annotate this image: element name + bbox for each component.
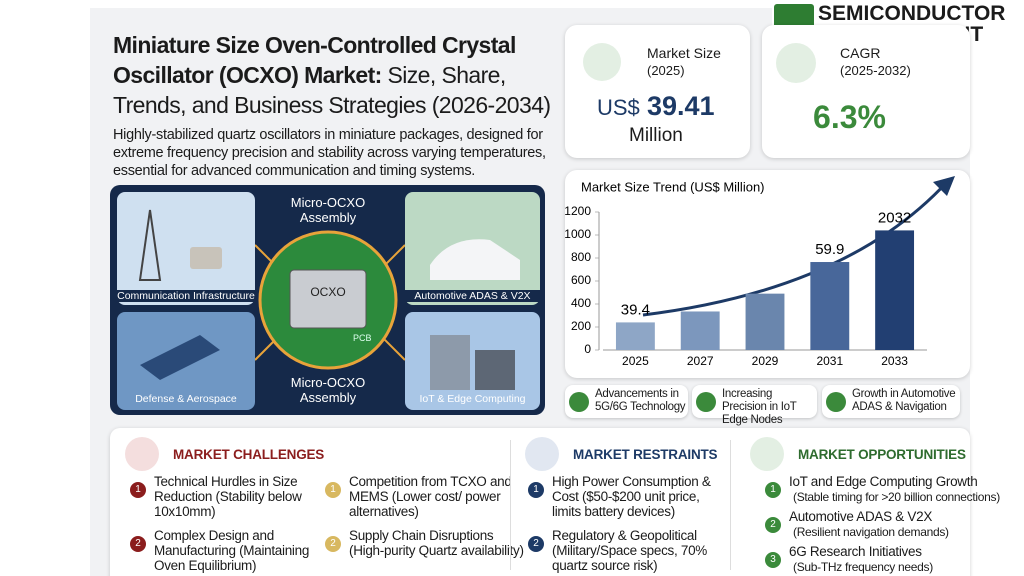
annotation: 39.4 xyxy=(621,301,650,318)
y-tick-label: 0 xyxy=(584,342,591,356)
check-icon xyxy=(569,392,589,412)
icon xyxy=(583,43,621,81)
tile-label: IoT & Edge Computing xyxy=(419,393,526,405)
x-tick-label: 2033 xyxy=(881,354,908,368)
y-tick-label: 200 xyxy=(571,319,591,333)
subtitle: Size, Share, Trends, and Business Strate… xyxy=(113,62,551,118)
item-text: Competition from TCXO and MEMS (Lower co… xyxy=(349,474,512,519)
item-text: Supply Chain Disruptions (High-purity Qu… xyxy=(349,528,524,558)
section-title: MARKET OPPORTUNITIES xyxy=(798,447,966,462)
item-text: Complex Design and Manufacturing (Mainta… xyxy=(154,528,310,573)
item-number: 1 xyxy=(765,482,781,498)
annotation: 2032 xyxy=(878,209,911,226)
arrow-head xyxy=(933,176,955,196)
x-tick-label: 2029 xyxy=(752,354,779,368)
unit: Million xyxy=(629,125,683,146)
chart-card: Market Size Trend (US$ Million) 0 200 400 6… xyxy=(564,170,970,378)
x-tick-label: 2025 xyxy=(622,354,649,368)
tile-label: Defense & Aerospace xyxy=(135,393,237,405)
item-number: 3 xyxy=(765,552,781,568)
item-number: 2 xyxy=(528,536,544,552)
illustration-art xyxy=(117,192,540,410)
y-tick-label: 800 xyxy=(571,250,591,264)
chip-label: OCXO xyxy=(310,285,346,299)
x-tick-label: 2027 xyxy=(687,354,714,368)
driver-text: Advancements in 5G/6G Technology xyxy=(595,388,686,413)
cagr-card: CAGR (2025-2032) 6.3% xyxy=(762,25,970,158)
divider xyxy=(730,440,731,570)
check-icon xyxy=(696,392,716,412)
label: Market Size xyxy=(647,45,721,61)
item-number: 1 xyxy=(130,482,146,498)
prefix: US$ xyxy=(597,95,640,120)
item-number: 1 xyxy=(325,482,341,498)
tile-label: Communication Infrastructure xyxy=(114,290,258,302)
illustration: Communication Infrastructure Automotive … xyxy=(110,185,545,415)
driver-pill: Increasing Precision in IoT Edge Nodes xyxy=(692,385,817,426)
bar xyxy=(875,230,915,350)
chart: Market Size Trend (US$ Million) 0 200 400 6… xyxy=(564,176,955,368)
check-icon xyxy=(826,392,846,412)
item-sub: (Stable timing for >20 billion connectio… xyxy=(793,490,1000,504)
item-sub: (Resilient navigation demands) xyxy=(793,525,949,539)
center-label: Micro-OCXO Assembly xyxy=(290,375,366,405)
bar xyxy=(615,322,655,350)
section-title: MARKET RESTRAINTS xyxy=(573,447,718,462)
y-tick-label: 600 xyxy=(571,273,591,287)
item-sub: (Sub-THz frequency needs) xyxy=(793,560,933,574)
x-tick-label: 2031 xyxy=(816,354,843,368)
item-number: 2 xyxy=(325,536,341,552)
item-text: Regulatory & Geopolitical (Military/Spac… xyxy=(552,528,708,573)
market-size-card: Market Size (2025) US$ 39.41 Million xyxy=(565,25,750,158)
title: Miniature Size Oven-Controlled Crystal O… xyxy=(113,32,516,88)
divider xyxy=(510,440,511,570)
section-icon xyxy=(125,437,159,471)
period: (2025) xyxy=(647,63,685,78)
logo-line1: SEMICONDUCTOR xyxy=(818,2,1006,25)
driver-text: Increasing Precision in IoT Edge Nodes xyxy=(722,388,797,426)
y-tick-label: 400 xyxy=(571,296,591,310)
item-text: High Power Consumption & Cost ($50-$200 … xyxy=(552,474,711,519)
section-title: MARKET CHALLENGES xyxy=(173,447,325,462)
driver-pill: Growth in Automotive ADAS & Navigation xyxy=(822,385,960,418)
description: Highly-stabilized quartz oscillators in … xyxy=(113,127,546,179)
section-icon xyxy=(750,437,784,471)
bar xyxy=(680,311,720,350)
item-number: 2 xyxy=(765,517,781,533)
driver-pill: Advancements in 5G/6G Technology xyxy=(565,385,688,418)
tile-label: Automotive ADAS & V2X xyxy=(402,290,543,302)
item-text: Automotive ADAS & V2X xyxy=(789,509,933,524)
title-block: Miniature Size Oven-Controlled Crystal O… xyxy=(113,30,553,120)
period: (2025-2032) xyxy=(840,63,911,78)
annotation: 59.9 xyxy=(815,241,844,258)
bar xyxy=(810,262,850,350)
driver-text: Growth in Automotive ADAS & Navigation xyxy=(852,388,956,413)
pcb-label: PCB xyxy=(353,333,372,343)
item-number: 1 xyxy=(528,482,544,498)
value: 39.41 xyxy=(647,91,715,121)
y-tick-label: 1200 xyxy=(565,204,591,218)
icon xyxy=(776,43,816,83)
section-icon xyxy=(525,437,559,471)
item-text: 6G Research Initiatives xyxy=(789,544,922,559)
center-label: Micro-OCXO Assembly xyxy=(290,195,366,225)
value: 6.3% xyxy=(813,99,886,135)
label: CAGR xyxy=(840,45,881,61)
item-number: 2 xyxy=(130,536,146,552)
item-text: IoT and Edge Computing Growth xyxy=(789,474,978,489)
y-tick-label: 1000 xyxy=(565,227,591,241)
bar xyxy=(745,293,785,350)
item-text: Technical Hurdles in Size Reduction (Sta… xyxy=(154,474,302,519)
chart-title: Market Size Trend (US$ Million) xyxy=(581,179,765,194)
